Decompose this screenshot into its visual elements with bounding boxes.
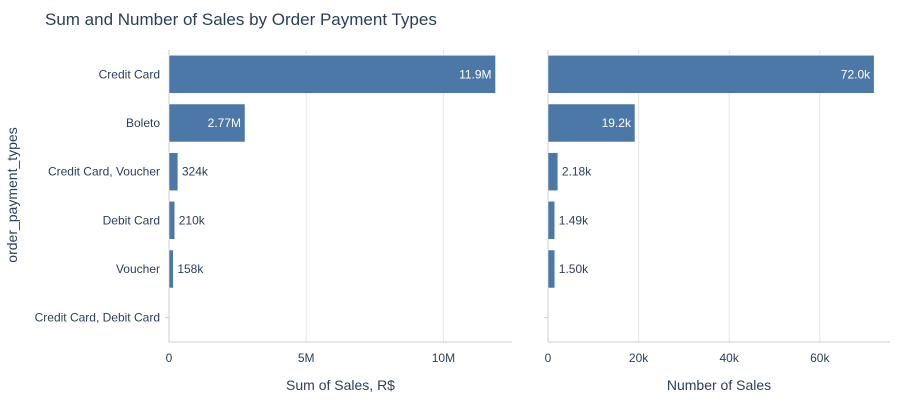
bar-data-label: 72.0k (841, 67, 871, 81)
bar (547, 201, 555, 240)
bar-data-label: 158k (177, 262, 204, 276)
category-label: Credit Card, Debit Card (35, 311, 160, 325)
x-tick-label: 0 (166, 351, 173, 365)
bar (168, 249, 174, 289)
category-label: Voucher (116, 262, 160, 276)
bar (547, 103, 636, 143)
x-tick-label: 20k (629, 351, 649, 365)
bar (168, 201, 176, 240)
x-axis-title: Sum of Sales, R$ (286, 377, 395, 393)
x-axis-title: Number of Sales (667, 377, 771, 393)
x-tick-label: 40k (720, 351, 740, 365)
chart-title: Sum and Number of Sales by Order Payment… (45, 10, 437, 29)
bar (547, 152, 559, 191)
bar-data-label: 2.18k (562, 165, 592, 179)
category-label: Boleto (126, 116, 160, 130)
bar (547, 249, 556, 289)
category-label: Debit Card (103, 213, 160, 227)
x-tick-label: 60k (810, 351, 830, 365)
bar-data-label: 2.77M (208, 116, 241, 130)
bar-data-label: 210k (179, 213, 206, 227)
x-tick-label: 10M (432, 351, 455, 365)
y-axis-title: order_payment_types (4, 127, 20, 262)
bar (547, 55, 875, 94)
x-tick-label: 5M (298, 351, 315, 365)
bar-data-label: 19.2k (602, 116, 632, 130)
bar-data-label: 1.50k (559, 262, 589, 276)
bar (168, 55, 496, 94)
category-label: Credit Card (99, 67, 160, 81)
bar-data-label: 324k (182, 165, 209, 179)
bar (168, 103, 246, 143)
category-label: Credit Card, Voucher (48, 165, 160, 179)
bar-data-label: 11.9M (459, 67, 491, 81)
bar (168, 152, 179, 191)
x-tick-label: 0 (545, 351, 552, 365)
bar-data-label: 1.49k (559, 213, 589, 227)
